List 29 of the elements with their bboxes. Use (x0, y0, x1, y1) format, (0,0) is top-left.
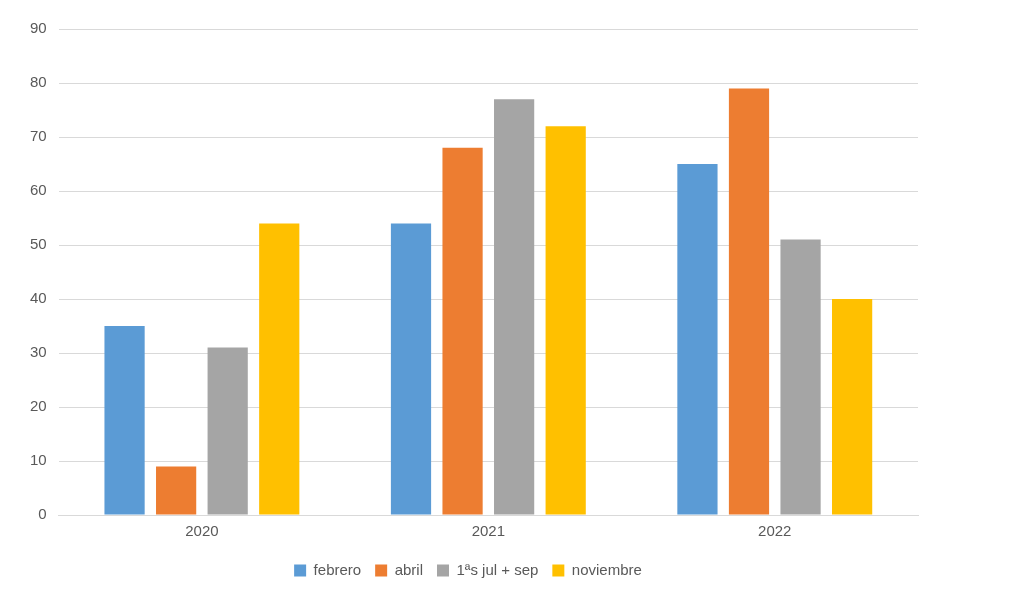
bar (207, 347, 248, 515)
legend-label: 1ªs jul + sep (456, 560, 539, 578)
bar (156, 466, 197, 515)
y-tick-label: 20 (30, 397, 47, 415)
y-tick-label: 70 (30, 127, 47, 145)
bar (780, 239, 821, 515)
bar (259, 223, 300, 515)
legend-label: febrero (313, 560, 362, 578)
bar (104, 326, 145, 515)
y-tick-label: 60 (30, 181, 47, 199)
x-tick-label: 2022 (758, 522, 792, 540)
bar (494, 99, 535, 515)
y-tick-label: 90 (30, 19, 47, 37)
bar (832, 299, 873, 515)
y-tick-label: 0 (38, 505, 47, 523)
y-tick-label: 50 (30, 235, 47, 253)
x-tick-label: 2020 (185, 522, 219, 540)
x-tick-label: 2021 (471, 522, 506, 540)
legend-label: abril (394, 560, 424, 578)
bar (390, 223, 432, 515)
y-tick-label: 40 (30, 289, 47, 307)
bar (442, 147, 483, 515)
y-tick-label: 10 (30, 451, 47, 469)
legend-label: noviembre (571, 560, 642, 578)
y-tick-label: 80 (30, 73, 47, 91)
y-tick-label: 30 (30, 343, 47, 361)
bar (728, 88, 770, 515)
bar (545, 126, 586, 515)
bar (677, 164, 718, 515)
